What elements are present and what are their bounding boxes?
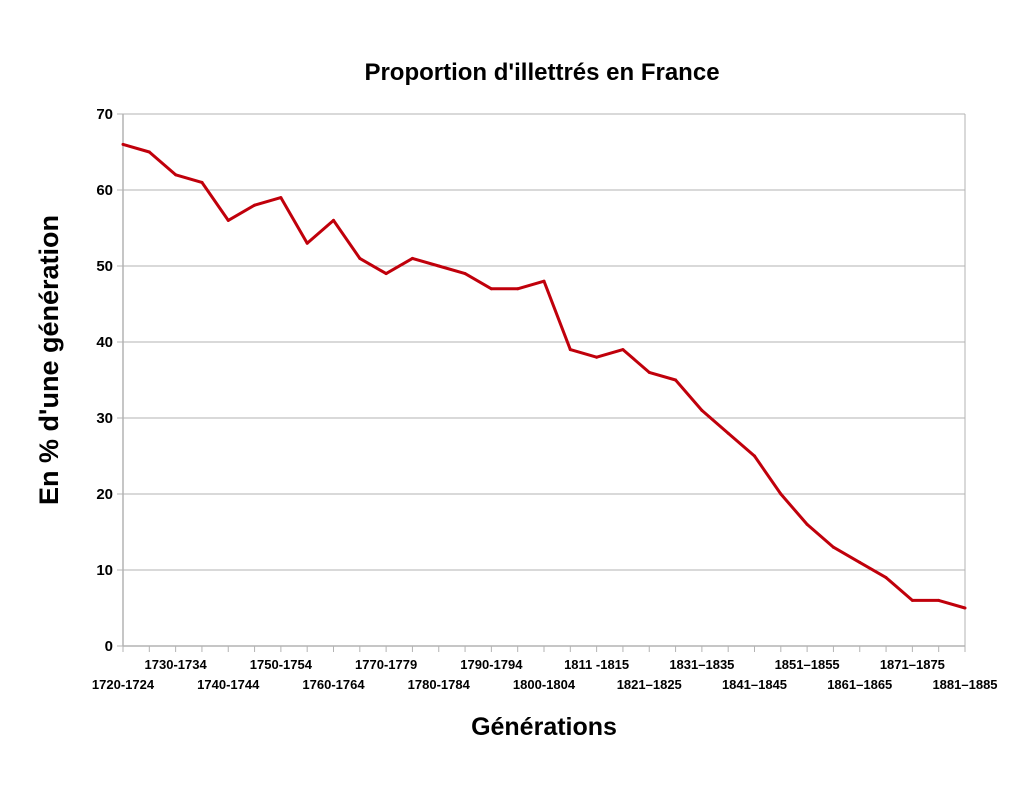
x-tick-label: 1770-1779 xyxy=(355,657,417,672)
data-point xyxy=(384,272,388,276)
data-point xyxy=(568,348,572,352)
series xyxy=(121,142,967,610)
y-axis-label: En % d'une génération xyxy=(34,215,64,505)
x-tick-label: 1851–1855 xyxy=(775,657,840,672)
y-tick-label: 30 xyxy=(96,410,113,427)
data-point xyxy=(305,241,309,245)
x-tick-label: 1871–1875 xyxy=(880,657,945,672)
y-tick-label: 10 xyxy=(96,562,113,579)
data-point xyxy=(753,454,756,458)
x-tick-label: 1831–1835 xyxy=(669,657,734,672)
data-point xyxy=(542,279,546,283)
data-point xyxy=(358,256,362,260)
data-point xyxy=(884,576,888,580)
x-tick-label: 1861–1865 xyxy=(827,677,892,692)
x-axis-label: Générations xyxy=(471,713,617,741)
data-point xyxy=(410,256,414,260)
data-point xyxy=(147,150,151,154)
data-point xyxy=(621,348,625,352)
data-point xyxy=(805,522,809,526)
x-tick-label: 1790-1794 xyxy=(460,657,523,672)
data-point xyxy=(831,545,835,549)
x-tick-label: 1800-1804 xyxy=(513,677,576,692)
x-tick-label: 1750-1754 xyxy=(250,657,313,672)
x-tick-label: 1821–1825 xyxy=(617,677,682,692)
data-point xyxy=(253,203,257,207)
x-tick-label: 1740-1744 xyxy=(197,677,260,692)
data-point xyxy=(726,431,730,435)
y-tick-label: 40 xyxy=(96,334,113,351)
series-line xyxy=(122,142,966,610)
x-tick-label: 1881–1885 xyxy=(932,677,997,692)
data-point xyxy=(674,378,678,382)
data-point xyxy=(910,598,914,602)
data-point xyxy=(779,492,783,496)
data-point xyxy=(200,180,204,184)
data-point xyxy=(463,272,467,276)
y-tick-label: 0 xyxy=(105,638,113,655)
x-tick-label: 1780-1784 xyxy=(408,677,471,692)
chart-title: Proportion d'illettrés en France xyxy=(364,59,719,86)
x-tick-label: 1811 -1815 xyxy=(564,657,629,672)
data-point xyxy=(700,408,704,412)
data-point xyxy=(595,355,599,359)
x-tick-label: 1760-1764 xyxy=(302,677,365,692)
data-point xyxy=(279,196,283,200)
y-tick-label: 20 xyxy=(96,486,113,503)
y-axis: 0 10 20 30 40 50 60 70 xyxy=(96,106,124,655)
data-point xyxy=(174,173,178,177)
grid xyxy=(123,113,966,646)
y-tick-label: 60 xyxy=(96,182,113,199)
data-point xyxy=(937,598,941,602)
data-point xyxy=(858,560,862,564)
x-tick-label: 1720-1724 xyxy=(92,677,155,692)
data-point xyxy=(963,606,967,610)
data-point xyxy=(516,287,520,291)
data-point xyxy=(121,142,125,146)
data-point xyxy=(226,218,230,222)
data-point xyxy=(332,218,335,222)
data-point xyxy=(489,287,493,291)
x-tick-label: 1730-1734 xyxy=(145,657,208,672)
x-axis: 1720-1724 1730-1734 1740-1744 1750-1754 1760… xyxy=(92,645,998,692)
data-point xyxy=(647,370,651,374)
data-point xyxy=(437,264,441,268)
y-tick-label: 70 xyxy=(96,106,113,123)
y-tick-label: 50 xyxy=(96,258,113,275)
x-tick-label: 1841–1845 xyxy=(722,677,787,692)
